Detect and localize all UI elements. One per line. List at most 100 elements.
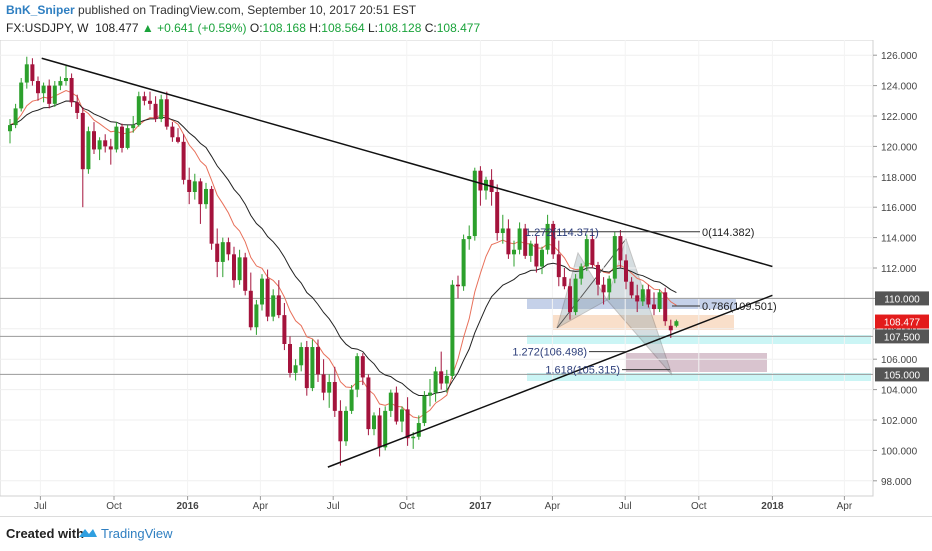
y-tick-label: 100.000 — [881, 446, 918, 457]
fib-level-label: 1.618(105.315) — [545, 365, 620, 377]
y-tick-label: 126.000 — [881, 51, 918, 62]
candle-body — [668, 325, 673, 331]
candle-body — [198, 181, 203, 205]
candle-body — [243, 257, 248, 291]
x-tick-label: Jul — [327, 501, 340, 512]
candle-body — [75, 102, 80, 113]
prz-zone — [626, 353, 767, 372]
candle-body — [232, 254, 236, 281]
candle-body — [47, 85, 52, 104]
candle-body — [528, 243, 533, 256]
candle-body — [388, 392, 393, 411]
price-change: +0.641 (+0.59%) — [157, 21, 247, 35]
candle-body — [534, 243, 539, 267]
candle-body — [439, 371, 444, 384]
candle-body — [517, 228, 522, 250]
candle-body — [103, 140, 108, 147]
candle-body — [327, 382, 332, 393]
resistance-zone-110 — [527, 299, 736, 309]
symbol-info: FX:USDJPY, W 108.477 ▲ +0.641 (+0.59%) O… — [6, 21, 480, 35]
candle-body — [663, 292, 668, 322]
candle-body — [153, 103, 158, 120]
candle-body — [545, 223, 550, 250]
tradingview-logo-icon[interactable] — [77, 525, 99, 541]
candle-body — [316, 347, 320, 375]
candle-body — [349, 389, 354, 411]
high-value: 108.564 — [321, 21, 365, 35]
candle-body — [36, 81, 40, 94]
candle-body — [512, 249, 516, 255]
candle-body — [41, 85, 46, 94]
price-label-text: 105.000 — [884, 370, 921, 381]
candle-body — [405, 409, 410, 439]
ema-slow-line — [9, 100, 677, 396]
candle-body — [299, 347, 304, 366]
time-axis[interactable]: Jul Oct 2016 Apr Jul Oct 2017 Apr Jul Oct 2018 Apr — [34, 496, 853, 512]
candle-body — [652, 304, 656, 310]
open-value: 108.168 — [262, 21, 306, 35]
candle-body — [164, 99, 169, 127]
candle-body — [556, 254, 561, 278]
price-label-box — [875, 329, 929, 344]
fib-level-label: 1.272(114.371) — [525, 227, 599, 239]
candle-body — [444, 375, 449, 384]
y-tick-label: 112.000 — [881, 264, 917, 275]
candle-body — [607, 278, 612, 293]
tradingview-brand[interactable]: TradingView — [101, 526, 173, 541]
trendline-lower — [327, 294, 773, 468]
candle-body — [372, 415, 376, 430]
candle-body — [265, 278, 270, 317]
price-label-box — [875, 367, 929, 382]
candle-body — [86, 131, 91, 170]
candle-body — [461, 239, 466, 287]
candle-body — [142, 96, 147, 101]
low-label: L: — [368, 21, 379, 35]
candle-body — [92, 131, 96, 150]
candle-body — [204, 188, 208, 205]
candle-body — [8, 125, 12, 132]
candle-body — [540, 249, 544, 267]
candle-body — [120, 126, 124, 148]
candle-body — [64, 78, 68, 82]
candle-body — [450, 284, 455, 376]
candle-body — [58, 81, 63, 86]
candle-body — [192, 181, 197, 192]
x-tick-label: Jul — [619, 501, 632, 512]
candle-body — [355, 356, 360, 390]
x-tick-label: Jul — [34, 501, 47, 512]
y-tick-label: 104.000 — [881, 386, 918, 397]
candle-body — [562, 277, 567, 287]
publish-text: published on TradingView.com, September … — [78, 3, 417, 17]
candle-body — [472, 170, 477, 237]
candle-body — [624, 260, 628, 282]
candle-body — [495, 192, 500, 234]
candle-body — [612, 236, 617, 279]
candle-body — [433, 371, 438, 393]
candle-body — [573, 278, 578, 313]
candle-body — [601, 284, 606, 293]
candle-body — [366, 377, 371, 430]
up-arrow-icon: ▲ — [141, 21, 154, 35]
high-label: H: — [309, 21, 322, 35]
x-tick-label: Oct — [691, 501, 707, 512]
candle-body — [523, 228, 528, 256]
x-tick-label: 2018 — [761, 501, 784, 512]
candle-body — [568, 286, 572, 313]
candle-body — [422, 395, 427, 424]
author-name[interactable]: BnK_Sniper — [6, 3, 75, 17]
fib-level-label: 1.272(106.498) — [512, 347, 587, 359]
candle-body — [170, 126, 175, 138]
x-tick-label: Apr — [545, 501, 561, 512]
y-tick-label: 116.000 — [881, 203, 917, 214]
candle-body — [377, 415, 382, 448]
price-axis[interactable]: 126.000 124.000 122.000 120.000 118.000 116.0… — [873, 51, 929, 488]
candle-body — [125, 128, 130, 148]
candle-body — [181, 141, 186, 180]
candle-body — [293, 365, 298, 373]
candle-body — [108, 146, 113, 150]
chart-grid — [0, 40, 873, 496]
y-tick-label: 114.000 — [881, 234, 917, 245]
price-chart[interactable]: 0(114.382) 0.786(109.501) 1.272(106.498) 1.… — [0, 40, 932, 516]
x-tick-label: Apr — [253, 501, 269, 512]
candle-body — [394, 392, 399, 422]
